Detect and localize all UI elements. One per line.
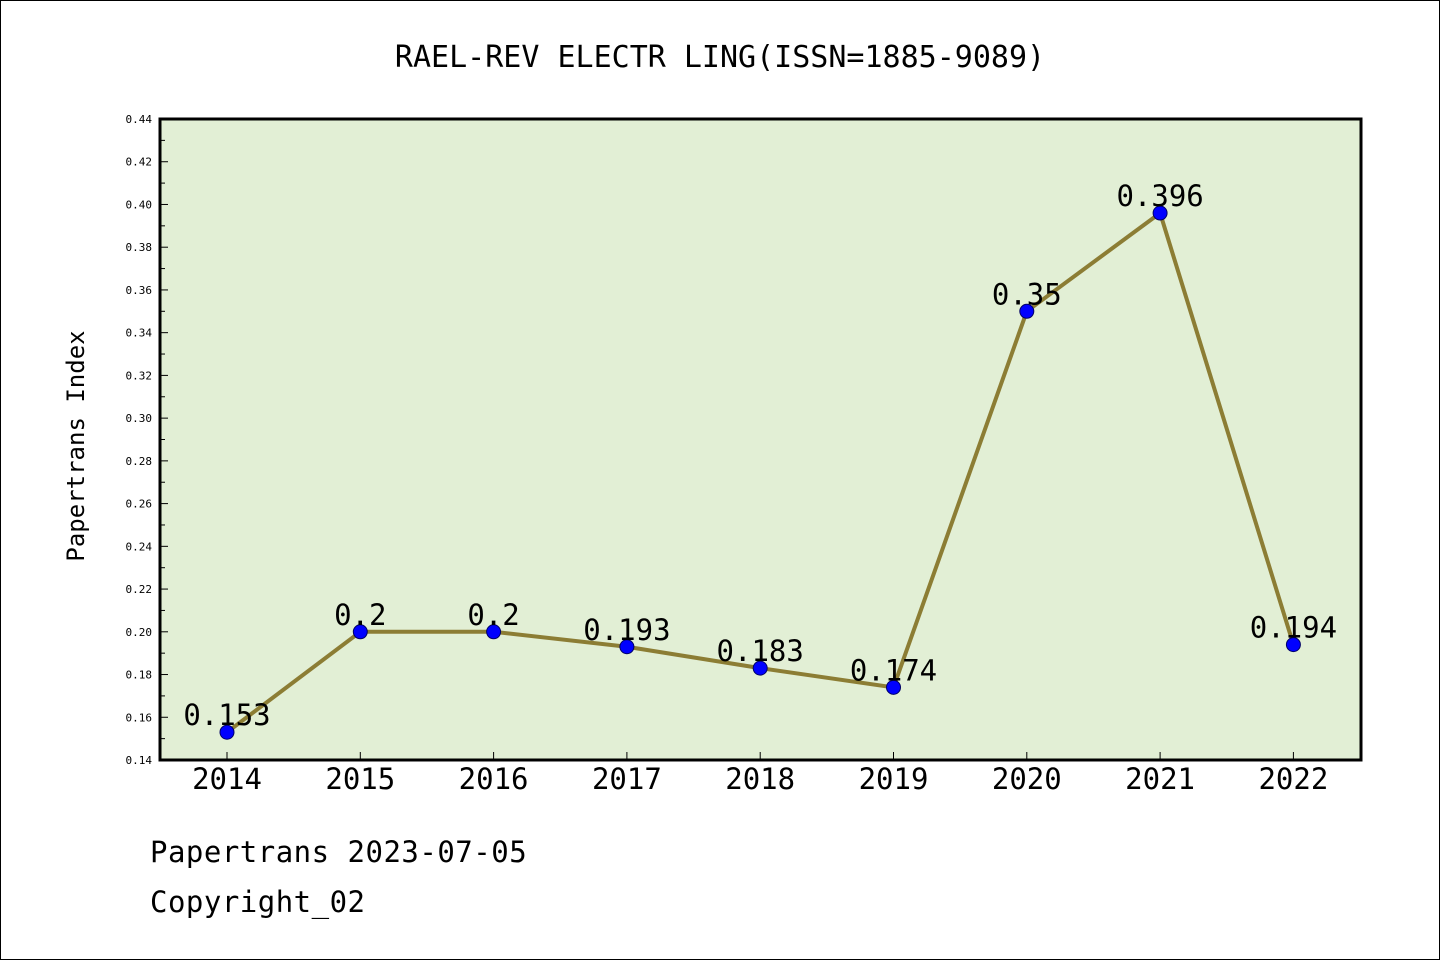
data-label: 0.153: [183, 698, 270, 732]
y-tick-label: 0.26: [126, 498, 153, 511]
y-tick-label: 0.16: [126, 711, 153, 724]
y-tick-label: 0.40: [126, 198, 153, 211]
plot-area: [160, 119, 1361, 760]
data-label: 0.174: [850, 653, 937, 687]
y-axis: 0.14 0.16 0.18 0.20 0.22 0.24 0.26 0.28 0.30 0.32…: [126, 113, 168, 767]
chart-title: RAEL-REV ELECTR LING(ISSN=1885-9089): [395, 40, 1045, 75]
footer-source: Papertrans 2023-07-05: [150, 835, 528, 869]
y-tick-label: 0.34: [126, 327, 153, 340]
y-tick-label: 0.18: [126, 669, 153, 682]
x-axis: 2014 2015 2016 2017 2018 2019 2020 2021 2022: [192, 752, 1328, 796]
y-tick-label: 0.30: [126, 412, 153, 425]
series-markers: [219, 205, 1301, 740]
data-point: [1152, 205, 1168, 221]
x-tick-label: 2019: [859, 762, 929, 796]
x-tick-label: 2015: [325, 762, 395, 796]
data-label: 0.35: [992, 277, 1062, 311]
y-tick-label: 0.32: [126, 369, 153, 382]
y-tick-label: 0.24: [126, 540, 153, 553]
x-tick-label: 2020: [992, 762, 1062, 796]
y-tick-label: 0.36: [126, 284, 153, 297]
footer-copyright: Copyright_02: [150, 885, 366, 919]
data-label: 0.396: [1116, 179, 1203, 213]
y-tick-label: 0.22: [126, 583, 153, 596]
plot-border: [158, 117, 1363, 762]
data-label: 0.2: [467, 598, 519, 632]
data-point: [619, 639, 635, 655]
y-tick-label: 0.44: [126, 113, 153, 126]
data-point: [886, 679, 901, 695]
x-tick-label: 2017: [592, 762, 662, 796]
y-tick-label: 0.14: [126, 754, 153, 767]
data-label: 0.2: [334, 598, 386, 632]
data-point: [752, 660, 768, 676]
x-tick-label: 2016: [459, 762, 529, 796]
data-point: [352, 624, 368, 640]
data-label: 0.193: [583, 613, 670, 647]
x-tick-label: 2021: [1125, 762, 1195, 796]
data-point: [1285, 637, 1301, 653]
y-axis-label: Papertrans Index: [62, 330, 90, 561]
data-point: [1019, 303, 1035, 319]
data-point: [486, 624, 502, 640]
x-tick-label: 2014: [192, 762, 262, 796]
y-tick-label: 0.42: [126, 156, 153, 169]
data-labels: 0.153 0.2 0.2 0.193 0.183 0.174 0.35 0.396 0.194: [183, 179, 1337, 732]
data-point: [219, 724, 235, 740]
x-tick-label: 2022: [1258, 762, 1328, 796]
y-tick-label: 0.20: [126, 626, 153, 639]
x-tick-label: 2018: [725, 762, 795, 796]
data-label: 0.194: [1250, 611, 1337, 645]
y-tick-label: 0.28: [126, 455, 153, 468]
y-tick-label: 0.38: [126, 241, 153, 254]
data-label: 0.183: [717, 634, 804, 668]
